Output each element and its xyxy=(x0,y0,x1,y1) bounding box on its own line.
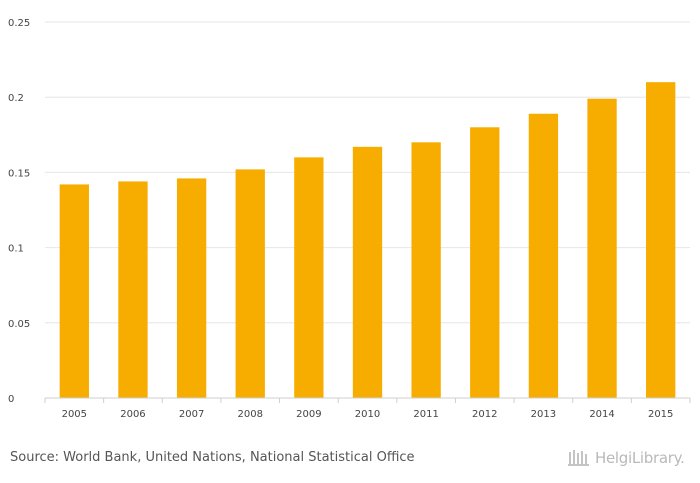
bar-2007 xyxy=(176,178,207,398)
brand-logo: HelgiLibrary. xyxy=(568,447,685,469)
bar-2015 xyxy=(646,82,676,398)
library-columns-icon xyxy=(568,450,589,466)
bar-2005 xyxy=(59,184,89,398)
x-tick-label: 2008 xyxy=(238,409,263,420)
bar-chart: 0 0.05 0.1 0.15 0.2 0.25 2005 2006 2007 2008 2009… xyxy=(8,18,691,420)
bar-2008 xyxy=(235,169,265,398)
bar-2013 xyxy=(528,113,559,398)
x-tick-label: 2011 xyxy=(413,409,438,420)
x-tick-label: 2009 xyxy=(296,409,321,420)
y-tick-label: 0.1 xyxy=(8,244,24,255)
bar-2010 xyxy=(352,146,383,398)
x-tick-label: 2012 xyxy=(472,409,497,420)
brand-name: HelgiLibrary. xyxy=(595,449,685,467)
x-tick-label: 2014 xyxy=(589,409,614,420)
x-tick-label: 2015 xyxy=(648,409,673,420)
bar-2009 xyxy=(294,157,324,398)
bar-2011 xyxy=(411,142,441,398)
y-tick-label: 0.2 xyxy=(8,93,24,104)
x-tick-label: 2005 xyxy=(62,409,87,420)
x-tick-label: 2006 xyxy=(120,409,145,420)
y-tick-label: 0.05 xyxy=(8,319,30,330)
y-axis-ticks: 0 0.05 0.1 0.15 0.2 0.25 xyxy=(8,18,30,405)
x-tick-label: 2013 xyxy=(531,409,556,420)
bars xyxy=(59,82,676,398)
bar-2014 xyxy=(587,98,617,398)
x-axis-ticks: 2005 2006 2007 2008 2009 2010 2011 2012 2013 2014… xyxy=(44,398,691,420)
y-tick-label: 0 xyxy=(8,394,14,405)
source-note: Source: World Bank, United Nations, Nati… xyxy=(10,450,415,465)
bar-2006 xyxy=(118,181,148,398)
y-tick-label: 0.25 xyxy=(8,18,30,29)
x-tick-label: 2010 xyxy=(355,409,380,420)
y-tick-label: 0.15 xyxy=(8,168,30,179)
bar-2012 xyxy=(470,127,500,398)
x-tick-label: 2007 xyxy=(179,409,204,420)
